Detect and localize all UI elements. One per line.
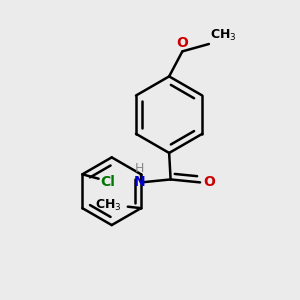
Text: O: O (176, 36, 188, 50)
Text: H: H (135, 162, 144, 175)
Text: N: N (134, 176, 146, 189)
Text: CH$_3$: CH$_3$ (210, 27, 237, 43)
Text: Cl: Cl (101, 175, 116, 189)
Text: CH$_3$: CH$_3$ (95, 198, 122, 213)
Text: O: O (204, 176, 215, 189)
